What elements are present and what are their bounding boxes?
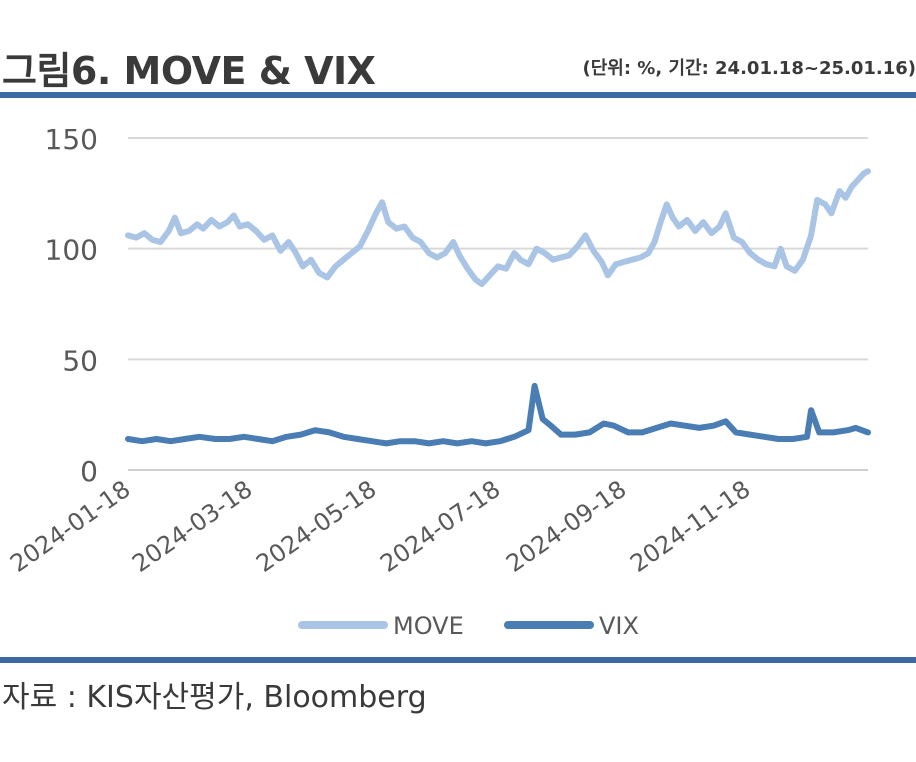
y-tick-label: 100 [45, 234, 98, 267]
series-line-vix [125, 382, 871, 447]
x-tick-label: 2024-03-18 [127, 475, 257, 578]
y-axis-ticks: 0 50 100 150 [45, 123, 98, 488]
y-tick-label: 150 [45, 123, 98, 156]
unit-note: (단위: %, 기간: 24.01.18~25.01.16) [582, 58, 916, 79]
source-note: 자료 : KIS자산평가, Bloomberg [2, 680, 427, 715]
x-tick-label: 2024-07-18 [375, 475, 505, 578]
chart-title: 그림6. MOVE & VIX [2, 49, 376, 93]
y-tick-label: 50 [62, 344, 98, 377]
x-tick-label: 2024-05-18 [251, 475, 381, 578]
x-axis-ticks: 2024-01-182024-03-182024-05-182024-07-18… [5, 475, 755, 578]
legend-label-vix: VIX [599, 612, 639, 640]
line-chart: 0 50 100 150 2024-01-182024-03-182024-05-18… [5, 123, 871, 640]
legend: MOVE VIX [298, 612, 639, 640]
x-tick-label: 2024-01-18 [5, 475, 135, 578]
top-rule [0, 92, 916, 98]
legend-label-move: MOVE [393, 612, 464, 640]
series-lines [125, 168, 871, 447]
y-tick-label: 0 [80, 455, 98, 488]
x-tick-label: 2024-09-18 [501, 475, 631, 578]
gridlines [128, 137, 868, 471]
x-tick-label: 2024-11-18 [625, 475, 755, 578]
bottom-rule [0, 657, 916, 663]
series-line-move [125, 168, 871, 288]
